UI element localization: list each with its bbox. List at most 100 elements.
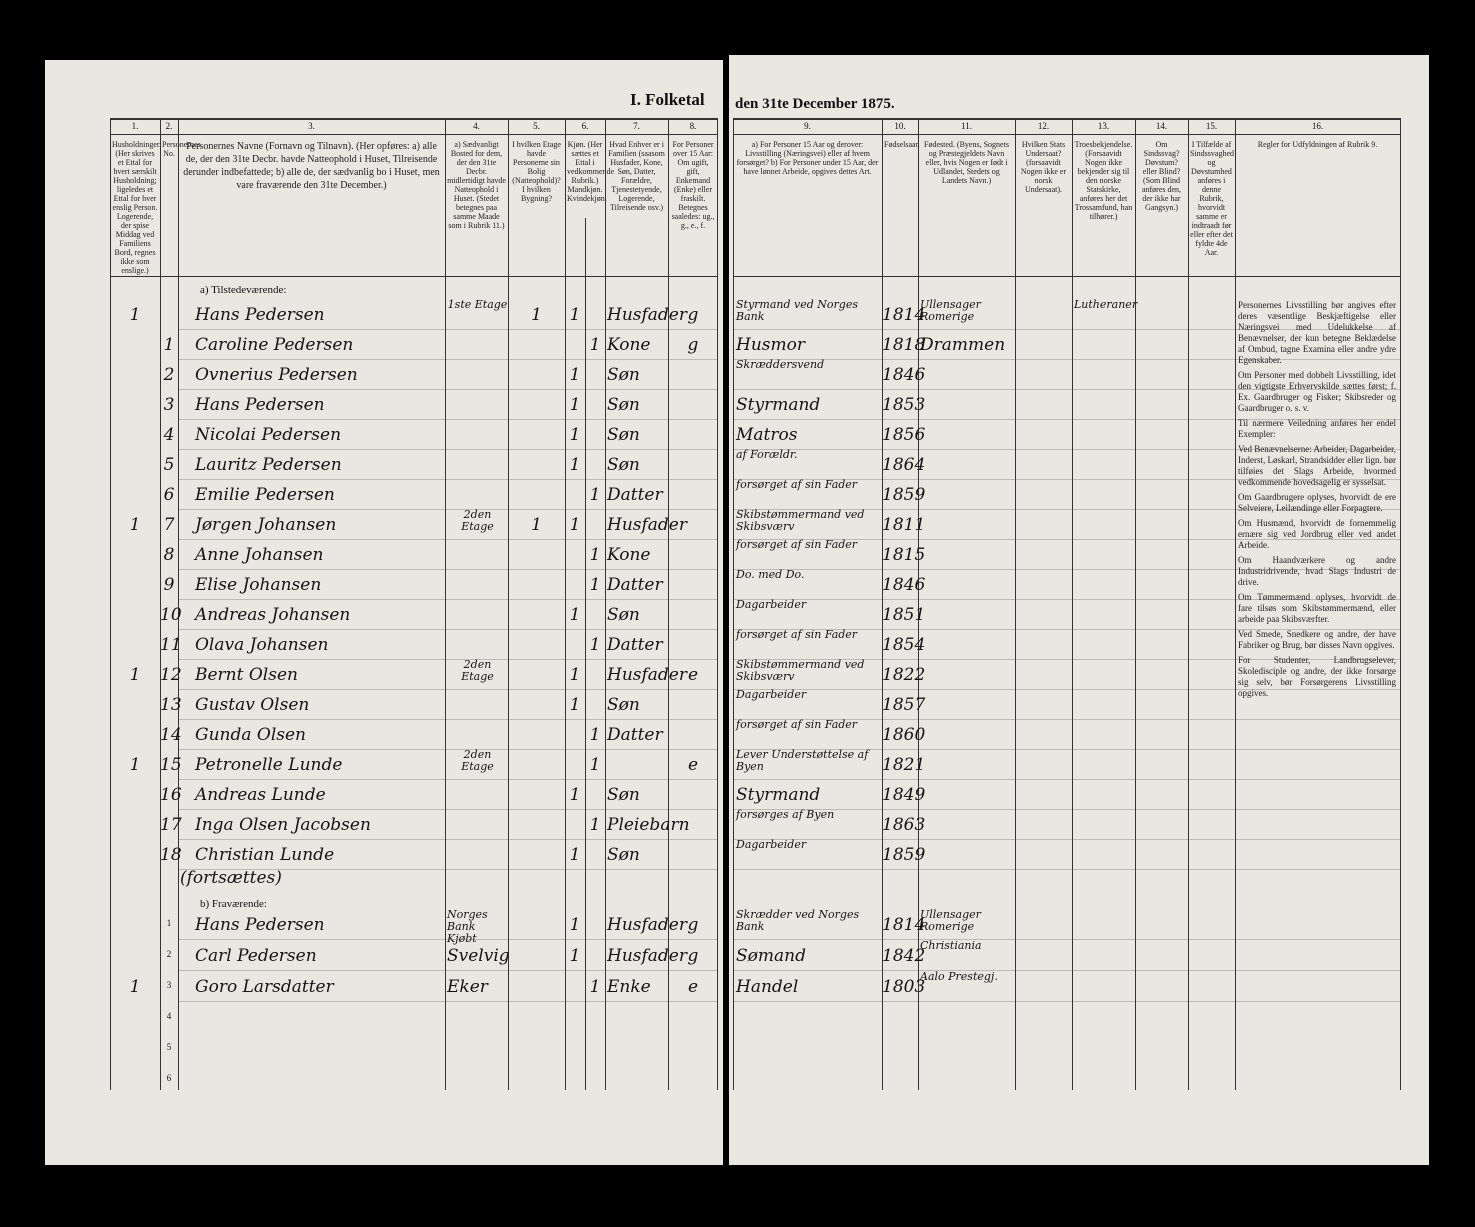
- cell-name: Gustav Olsen: [195, 695, 310, 715]
- cell-occupation: Skrædder ved Norges Bank: [736, 908, 860, 933]
- row-line: [178, 539, 718, 540]
- cell-no: 10: [160, 605, 182, 625]
- row-line: [733, 839, 1400, 840]
- cell-relation: Pleiebarn: [607, 815, 690, 835]
- rule-text: Om Tømmermænd oplyses, hvorvidt de fare …: [1238, 592, 1396, 624]
- cell-m: 1: [569, 515, 581, 535]
- cell-k: 1: [589, 335, 601, 355]
- cell-floor: 2den Etage: [461, 658, 494, 683]
- cell-no: 13: [160, 695, 182, 715]
- column-line: [918, 118, 919, 1090]
- row-line: [178, 599, 718, 600]
- cell-name: Caroline Pedersen: [195, 335, 354, 355]
- cell-name: Inga Olsen Jacobsen: [195, 815, 371, 835]
- cell-relation: Husfader: [607, 665, 687, 685]
- cell-birthplace: Ullensager Romerige: [920, 298, 981, 323]
- cell-civil: g: [687, 305, 699, 325]
- cell-relation: Søn: [607, 365, 640, 385]
- rule-text: Ved Benævnelserne: Arbeider, Dagarbeider…: [1238, 444, 1396, 487]
- cell-year: 1856: [882, 425, 926, 445]
- cell-relation: Datter: [607, 485, 663, 505]
- column-header: For Personer over 15 Aar: Om ugift, gift…: [671, 140, 715, 230]
- cell-occupation: Husmor: [736, 335, 805, 355]
- rule-line: [1235, 134, 1400, 135]
- rule-text: Om Gaardbrugere oplyses, hvorvidt de ere…: [1238, 492, 1396, 513]
- cell-birthplace: Ullensager Romerige: [920, 908, 981, 933]
- cell-m: 1: [569, 665, 581, 685]
- cell-civil: e: [687, 755, 699, 775]
- cell-place: Svelvig: [447, 946, 510, 966]
- column-line: [1135, 118, 1136, 1090]
- row-line: [733, 719, 1400, 720]
- row-line: [733, 479, 1400, 480]
- rule-line: [110, 118, 718, 120]
- rule-line: [918, 134, 1015, 135]
- cell-year: 1854: [882, 635, 926, 655]
- column-number: 13.: [1097, 121, 1110, 131]
- rule-line: [882, 134, 918, 135]
- column-header: Troesbekjendelse. (Forsaavidt Nogen ikke…: [1074, 140, 1133, 221]
- cell-name: Ovnerius Pedersen: [195, 365, 358, 385]
- cell-relation: Søn: [607, 425, 640, 445]
- cell-occupation: forsørget af sin Fader: [736, 628, 858, 641]
- column-number: 9.: [804, 121, 811, 131]
- cell-place: Norges Bank Kjøbt: [447, 908, 488, 945]
- cell-relation: Datter: [607, 575, 663, 595]
- column-line: [882, 118, 883, 1090]
- row-line: [733, 449, 1400, 450]
- cell-occupation: Sømand: [736, 946, 806, 966]
- cell-relation: Husfader: [607, 305, 687, 325]
- column-header: I hvilken Etage havde Personerne sin Bol…: [512, 140, 561, 203]
- column-line: [585, 218, 586, 1090]
- cell-relation: Søn: [607, 785, 640, 805]
- cell-year: 1815: [882, 545, 926, 565]
- cell-name: Hans Pedersen: [195, 305, 325, 325]
- cell-no: 15: [160, 755, 182, 775]
- cell-m: 1: [569, 425, 581, 445]
- cell-relation: Husfader: [607, 915, 687, 935]
- cell-year: 1846: [882, 365, 926, 385]
- row-number: 3: [166, 980, 172, 990]
- section-label: a) Tilstedeværende:: [200, 284, 287, 296]
- cell-no: 5: [163, 455, 175, 475]
- column-line: [668, 118, 669, 1090]
- cell-year: 1811: [882, 515, 926, 535]
- column-line: [110, 118, 111, 1090]
- column-number: 5.: [533, 121, 540, 131]
- row-line: [178, 970, 718, 971]
- row-number: 2: [166, 949, 172, 959]
- cell-name: Andreas Johansen: [195, 605, 351, 625]
- column-line: [717, 118, 718, 1090]
- cell-no: 16: [160, 785, 182, 805]
- row-line: [178, 629, 718, 630]
- cell-occupation: Lever Understøttelse af Byen: [736, 748, 869, 773]
- rule-text: Om Husmænd, hvorvidt de fornemmelig ernæ…: [1238, 518, 1396, 550]
- cell-no: 7: [163, 515, 175, 535]
- row-line: [178, 419, 718, 420]
- cell-occupation: forsørges af Byen: [736, 808, 835, 821]
- column-number: 11.: [961, 121, 972, 131]
- row-line: [733, 659, 1400, 660]
- cell-hh: 1: [129, 755, 141, 775]
- cell-relation: Datter: [607, 725, 663, 745]
- cell-year: 1857: [882, 695, 926, 715]
- cell-k: 1: [589, 575, 601, 595]
- row-line: [733, 419, 1400, 420]
- row-line: [733, 359, 1400, 360]
- rule-line: [1188, 134, 1235, 135]
- cell-year: 1859: [882, 845, 926, 865]
- column-line: [160, 118, 161, 1090]
- cell-no: 2: [163, 365, 175, 385]
- title-right: den 31te December 1875.: [735, 96, 895, 112]
- cell-year: 1853: [882, 395, 926, 415]
- row-line: [733, 809, 1400, 810]
- cell-name: Jørgen Johansen: [195, 515, 337, 535]
- column-line: [1015, 118, 1016, 1090]
- cell-name: Gunda Olsen: [195, 725, 307, 745]
- cell-m: 1: [569, 455, 581, 475]
- cell-place: Eker: [447, 977, 488, 997]
- rule-line: [733, 276, 1400, 277]
- row-line: [178, 749, 718, 750]
- cell-occupation: forsørget af sin Fader: [736, 538, 858, 551]
- column-number: 16.: [1311, 121, 1324, 131]
